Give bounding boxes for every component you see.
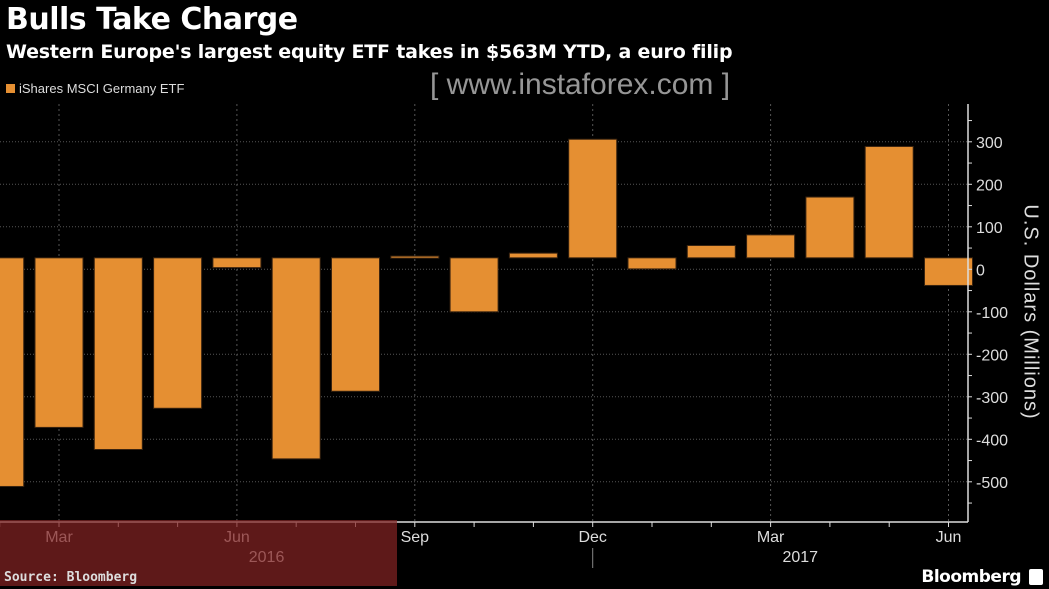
chart-subtitle: Western Europe's largest equity ETF take… — [6, 41, 733, 63]
y-tick-label: -100 — [976, 305, 1008, 322]
watermark-box — [0, 520, 397, 586]
bar-apr-2017 — [805, 196, 855, 259]
bar-jan-2017 — [627, 257, 677, 270]
bar-jun-2017 — [924, 257, 973, 286]
bar-feb-2016 — [0, 257, 25, 487]
x-tick-label: Mar — [757, 529, 785, 546]
bar-may-2016 — [153, 257, 203, 409]
y-tick-label: -200 — [976, 347, 1008, 364]
bar-jun-2016 — [212, 257, 262, 269]
bar-may-2017 — [864, 145, 914, 259]
y-tick-label: -400 — [976, 432, 1008, 449]
bloomberg-logo: Bloomberg — [921, 567, 1021, 587]
bar-dec-2016 — [568, 138, 618, 259]
y-tick-label: 200 — [976, 177, 1003, 194]
y-tick-label: -500 — [976, 475, 1008, 492]
legend-swatch — [6, 84, 15, 93]
y-tick-label: -300 — [976, 390, 1008, 407]
watermark-text: [ www.instaforex.com ] — [430, 68, 731, 101]
legend-label: iShares MSCI Germany ETF — [19, 81, 185, 96]
y-tick-label: 0 — [976, 262, 985, 279]
bar-sep-2016 — [390, 255, 440, 259]
x-tick-label: Sep — [401, 529, 430, 546]
bar-aug-2016 — [331, 257, 380, 392]
bar-feb-2017 — [686, 245, 736, 259]
year-label: 2017 — [782, 549, 818, 566]
bar-jul-2016 — [271, 257, 321, 460]
bar-nov-2016 — [508, 252, 558, 259]
legend: iShares MSCI Germany ETF — [6, 81, 184, 96]
chart-title: Bulls Take Charge — [6, 2, 298, 37]
source-note: Source: Bloomberg — [4, 570, 138, 585]
x-tick-label: Jun — [936, 529, 962, 546]
bar-oct-2016 — [449, 257, 499, 313]
bloomberg-terminal-icon — [1029, 569, 1043, 585]
y-axis-label: U.S. Dollars (Millions) — [1019, 204, 1042, 420]
bar-mar-2017 — [746, 234, 796, 259]
y-tick-label: 100 — [976, 220, 1003, 237]
x-tick-label: Dec — [578, 529, 606, 546]
bar-apr-2016 — [93, 257, 143, 451]
bar-mar-2016 — [34, 257, 84, 428]
y-tick-label: 300 — [976, 135, 1003, 152]
